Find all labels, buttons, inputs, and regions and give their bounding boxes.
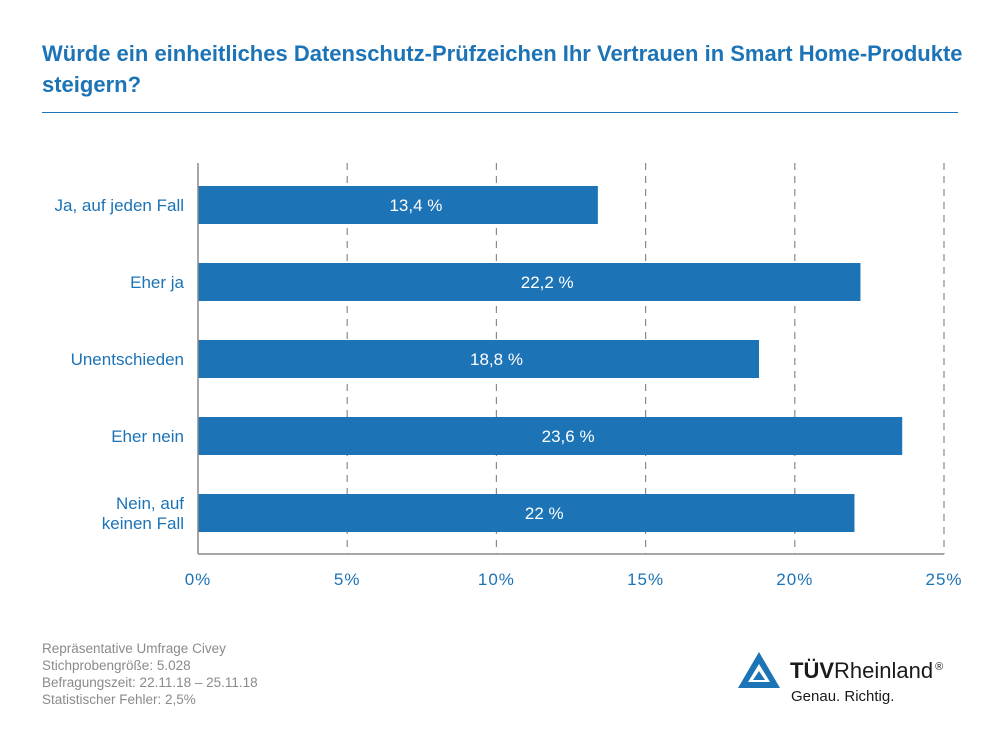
category-label-line: Eher nein	[111, 427, 184, 446]
footnote-statistical-error: Statistischer Fehler: 2,5%	[42, 692, 196, 707]
category-label-line: Unentschieden	[71, 350, 184, 369]
x-tick-label: 5%	[334, 570, 361, 589]
brand-name: TÜVRheinland ®	[790, 658, 943, 684]
category-label-line: Nein, auf	[116, 494, 184, 513]
brand-name-rest: Rheinland	[834, 658, 934, 683]
x-tick-label: 10%	[478, 570, 515, 589]
value-label: 23,6 %	[542, 427, 595, 446]
title-divider	[42, 112, 958, 113]
x-tick-label: 15%	[627, 570, 664, 589]
bar	[198, 263, 861, 301]
category-label: Eher ja	[130, 273, 184, 292]
footnote-sample-size: Stichprobengröße: 5.028	[42, 658, 191, 673]
category-label-line: Ja, auf jeden Fall	[55, 196, 184, 215]
brand-name-bold: TÜV	[790, 658, 834, 683]
triangle-logo-icon	[738, 652, 780, 688]
category-label: Nein, auf keinen Fall	[102, 494, 184, 533]
survey-footnotes: Repräsentative Umfrage Civey Stichproben…	[42, 640, 258, 708]
bar	[198, 340, 759, 378]
bar	[198, 186, 598, 224]
brand-block: TÜVRheinland ® Genau. Richtig.	[736, 650, 976, 710]
registered-mark: ®	[935, 660, 944, 673]
value-label: 13,4 %	[389, 196, 442, 215]
footnote-survey: Repräsentative Umfrage Civey	[42, 641, 226, 656]
brand-slogan: Genau. Richtig.	[791, 688, 895, 705]
bars	[198, 186, 903, 532]
chart-title: Würde ein einheitliches Datenschutz-Prüf…	[42, 41, 963, 97]
x-tick-label: 25%	[925, 570, 962, 589]
labels: 13,4 % Ja, auf jeden Fall 22,2 % Eher ja 18,…	[55, 196, 962, 589]
bar	[198, 494, 855, 532]
value-label: 22 %	[525, 504, 564, 523]
x-tick-label: 0%	[185, 570, 212, 589]
footnote-survey-period: Befragungszeit: 22.11.18 – 25.11.18	[42, 675, 258, 690]
value-label: 22,2 %	[521, 273, 574, 292]
category-label: Ja, auf jeden Fall	[55, 196, 184, 215]
category-label: Unentschieden	[71, 350, 184, 369]
value-label: 18,8 %	[470, 350, 523, 369]
x-tick-label: 20%	[776, 570, 813, 589]
axes	[197, 163, 944, 555]
bar	[198, 417, 903, 455]
category-label-line: Eher ja	[130, 273, 184, 292]
category-label-line: keinen Fall	[102, 514, 184, 533]
category-label: Eher nein	[111, 427, 184, 446]
